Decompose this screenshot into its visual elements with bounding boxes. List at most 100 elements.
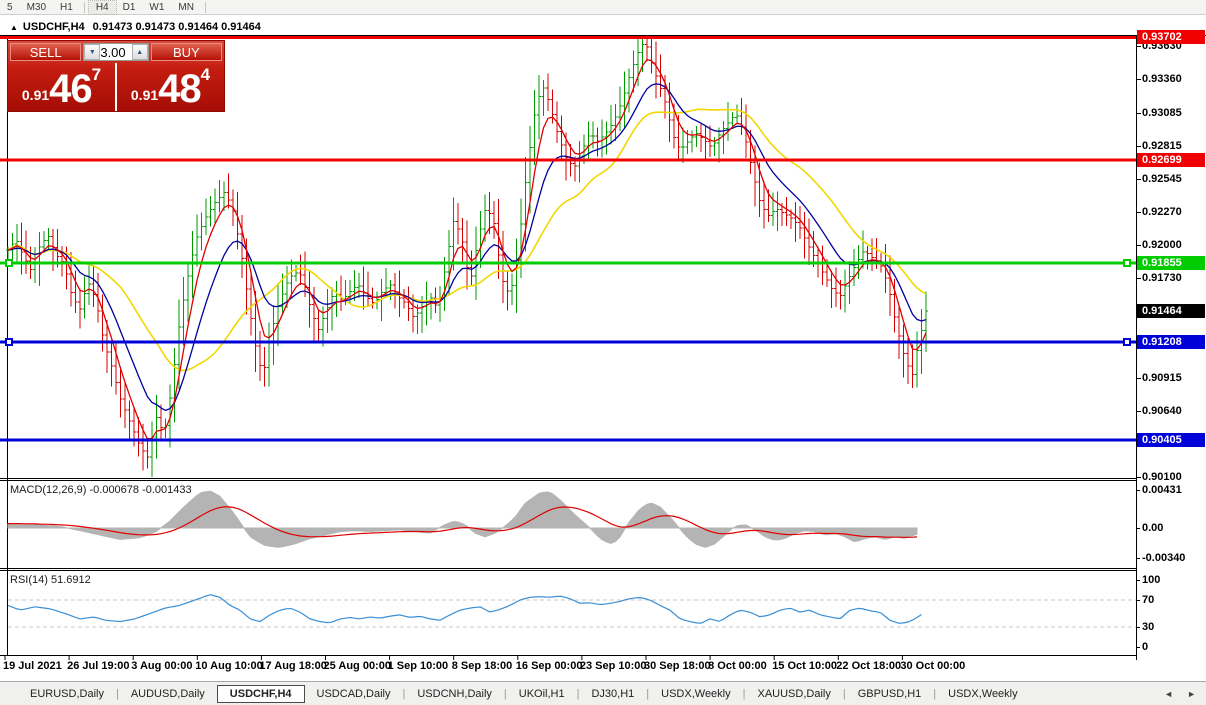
price-tick-label: 0.92545 xyxy=(1142,172,1182,185)
price-tick-label: 0.92000 xyxy=(1142,239,1182,252)
collapse-icon[interactable]: ▲ xyxy=(10,22,18,32)
time-tick-label: 3 Aug 00:00 xyxy=(131,660,193,672)
macd-axis-label: 0.00 xyxy=(1142,522,1164,534)
tab-separator: | xyxy=(646,687,650,700)
timeframe-button-w1[interactable]: W1 xyxy=(149,1,165,13)
time-tick-label: 30 Oct 00:00 xyxy=(900,660,966,672)
sell-button[interactable]: SELL xyxy=(10,43,82,61)
level-handle xyxy=(5,259,13,267)
ma-mid-line xyxy=(7,83,927,412)
timeframe-toolbar: 5 M30 H1 H4 D1 W1 MN xyxy=(0,0,1206,15)
tab-scroll-left-icon[interactable]: ◄ xyxy=(1164,688,1174,699)
time-tick-label: 25 Aug 00:00 xyxy=(323,660,391,672)
tab-separator: | xyxy=(933,687,937,700)
chart-ohlc-quotes: 0.91473 0.91473 0.91464 0.91464 xyxy=(92,21,261,33)
tab-gbpusd-h1[interactable]: GBPUSD,H1 xyxy=(857,687,922,700)
buy-price[interactable]: 0.91 48 4 xyxy=(117,63,224,111)
toolbar-separator xyxy=(83,1,85,13)
time-tick-label: 19 Jul 2021 xyxy=(3,660,62,672)
buy-price-big: 48 xyxy=(158,67,201,111)
volume-up-icon[interactable]: ▲ xyxy=(131,44,148,60)
price-tick-label: 0.90640 xyxy=(1142,405,1182,418)
tab-usdchf-h4[interactable]: USDCHF,H4 xyxy=(216,684,305,703)
time-tick-label: 17 Aug 18:00 xyxy=(259,660,327,672)
tab-audusd-daily[interactable]: AUDUSD,Daily xyxy=(130,687,205,700)
timeframe-button-5[interactable]: 5 xyxy=(7,1,13,13)
price-tick-label: 0.92270 xyxy=(1142,206,1182,219)
rsi-axis-label: 100 xyxy=(1142,573,1161,586)
price-tick-label: 0.92815 xyxy=(1142,139,1182,152)
buy-price-prefix: 0.91 xyxy=(130,87,159,103)
level-price-label: 0.90405 xyxy=(1137,433,1205,448)
rsi-axis-label: 30 xyxy=(1142,621,1155,633)
timeframe-button-h1[interactable]: H1 xyxy=(60,1,73,13)
macd-axis-label: 0.00431 xyxy=(1142,483,1182,496)
ma-slow-line xyxy=(7,108,927,372)
toolbar-separator xyxy=(204,1,206,13)
tab-separator: | xyxy=(576,687,580,700)
sell-price-prefix: 0.91 xyxy=(21,87,50,103)
sell-price-sup: 7 xyxy=(91,65,102,84)
volume-stepper: ▼ 3.00 ▲ xyxy=(83,43,149,61)
macd-histogram xyxy=(7,490,918,548)
macd-signal-line xyxy=(8,506,918,538)
tab-separator: | xyxy=(742,687,746,700)
tab-dj30-h1[interactable]: DJ30,H1 xyxy=(591,687,635,700)
sell-price[interactable]: 0.91 46 7 xyxy=(8,63,117,111)
level-price-label: 0.91855 xyxy=(1137,256,1205,270)
price-tick-label: 0.91730 xyxy=(1142,272,1182,285)
level-price-label: 0.92699 xyxy=(1137,152,1205,167)
timeframe-button-h4[interactable]: H4 xyxy=(87,0,117,15)
timeframe-button-m30[interactable]: M30 xyxy=(26,1,47,13)
buy-button[interactable]: BUY xyxy=(150,43,222,61)
timeframe-button-d1[interactable]: D1 xyxy=(122,1,136,13)
tab-separator: | xyxy=(842,687,846,700)
level-handle xyxy=(1123,338,1131,346)
tab-eurusd-daily[interactable]: EURUSD,Daily xyxy=(30,687,104,700)
tab-separator: | xyxy=(503,687,507,700)
tab-scroll-arrows: ◄ ► xyxy=(1164,689,1196,699)
rsi-axis-label: 70 xyxy=(1142,594,1155,606)
price-tick-label: 0.90915 xyxy=(1142,371,1182,384)
time-tick-label: 8 Sep 18:00 xyxy=(451,660,513,672)
volume-down-icon[interactable]: ▼ xyxy=(84,44,101,60)
tab-usdx-weekly[interactable]: USDX,Weekly xyxy=(948,687,1018,700)
tab-xauusd-daily[interactable]: XAUUSD,Daily xyxy=(757,687,831,700)
time-tick-label: 15 Oct 10:00 xyxy=(772,660,838,672)
tab-usdcad-daily[interactable]: USDCAD,Daily xyxy=(316,687,391,700)
candles xyxy=(6,34,928,478)
price-tick-label: 0.90100 xyxy=(1142,471,1182,484)
time-tick-label: 1 Sep 10:00 xyxy=(387,660,449,672)
tab-ukoil-h1[interactable]: UKOil,H1 xyxy=(518,687,565,700)
price-tick-label: 0.93085 xyxy=(1142,106,1182,119)
time-tick-label: 8 Oct 00:00 xyxy=(708,660,767,672)
buy-price-sup: 4 xyxy=(200,65,211,84)
rsi-line xyxy=(7,594,922,624)
time-tick-label: 22 Oct 18:00 xyxy=(836,660,902,672)
chart-tab-bar: EURUSD,Daily | AUDUSD,Daily USDCHF,H4 USDCAD… xyxy=(0,681,1206,705)
level-handle xyxy=(1123,259,1131,267)
timeframe-button-mn[interactable]: MN xyxy=(178,1,194,13)
macd-label: MACD(12,26,9) -0.000678 -0.001433 xyxy=(10,484,192,496)
volume-value[interactable]: 3.00 xyxy=(100,44,132,60)
chart-symbol: USDCHF,H4 xyxy=(22,21,85,33)
tab-usdcnh-daily[interactable]: USDCNH,Daily xyxy=(417,687,492,700)
time-tick-label: 26 Jul 19:00 xyxy=(67,660,130,672)
one-click-trade-panel: SELL ▼ 3.00 ▲ BUY 0.91 46 7 0.91 48 4 xyxy=(7,40,225,112)
level-handle xyxy=(5,338,13,346)
time-tick-label: 30 Sep 18:00 xyxy=(644,660,711,672)
ma-fast-line xyxy=(7,58,927,440)
rsi-axis-label: 0 xyxy=(1142,641,1149,654)
time-tick-label: 16 Sep 00:00 xyxy=(515,660,583,672)
sell-price-big: 46 xyxy=(49,67,92,111)
price-tick-label: 0.93360 xyxy=(1142,73,1182,86)
tab-usdx-weekly[interactable]: USDX,Weekly xyxy=(661,687,731,700)
level-price-label: 0.93702 xyxy=(1137,30,1205,45)
tab-scroll-right-icon[interactable]: ► xyxy=(1187,688,1196,699)
tab-separator: | xyxy=(115,687,119,700)
current-price-label: 0.91464 xyxy=(1137,303,1205,318)
time-tick-label: 10 Aug 10:00 xyxy=(195,660,263,672)
macd-axis-label: -0.00340 xyxy=(1142,551,1186,564)
